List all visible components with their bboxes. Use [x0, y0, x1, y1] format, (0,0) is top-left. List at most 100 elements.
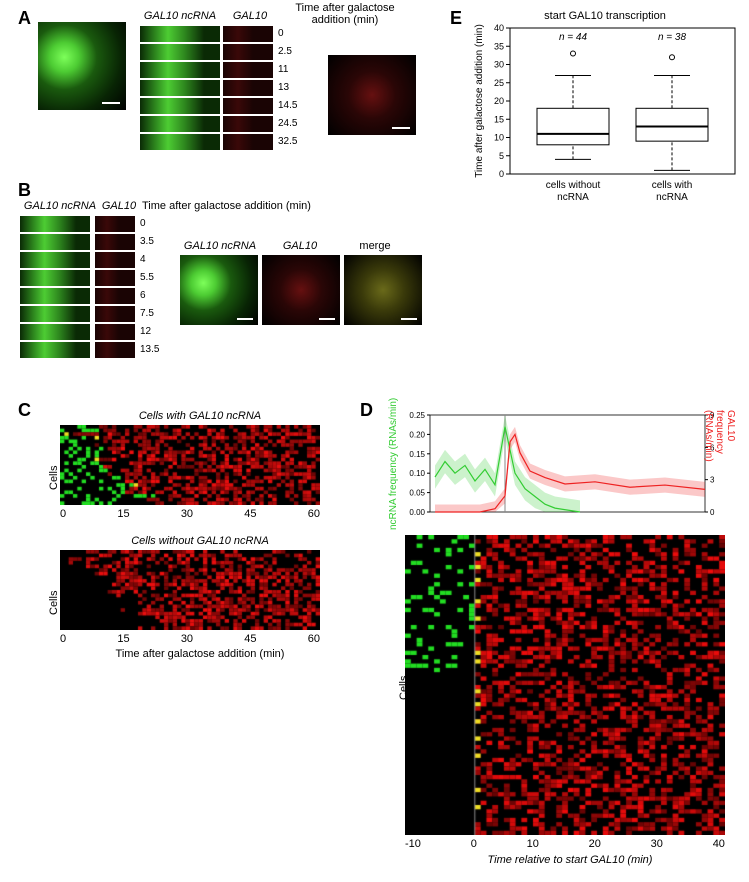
panel-c-xticks-2: 0 15 30 45 60 — [60, 633, 320, 645]
panel-e-label: E — [450, 8, 462, 29]
tick: 60 — [308, 508, 320, 520]
svg-text:0: 0 — [710, 508, 715, 517]
panel-d-heatmap — [405, 535, 725, 835]
panel-b-hdr-time: Time after galactose addition (min) — [142, 200, 342, 212]
svg-text:5: 5 — [499, 151, 504, 161]
tick: 15 — [117, 633, 129, 645]
scale-bar — [392, 127, 410, 129]
svg-text:0.00: 0.00 — [409, 508, 425, 517]
panel-c-label: C — [18, 400, 31, 421]
scale-bar — [237, 318, 253, 320]
svg-text:0.15: 0.15 — [409, 450, 425, 459]
panel-b-strips-green — [20, 215, 90, 359]
svg-text:25: 25 — [494, 78, 504, 88]
tick: 40 — [713, 838, 725, 850]
panel-a-strips-green — [140, 25, 220, 151]
panel-b-hdr-ncrna: GAL10 ncRNA — [20, 200, 100, 212]
svg-text:cells without: cells without — [546, 180, 601, 191]
panel-b-inset-hdr-gal10: GAL10 — [270, 240, 330, 252]
time-val: 12 — [140, 323, 159, 341]
panel-d-xlabel: Time relative to start GAL10 (min) — [440, 854, 700, 866]
panel-b-strips-red — [95, 215, 135, 359]
tick: 60 — [308, 633, 320, 645]
time-val: 11 — [278, 61, 297, 79]
panel-e-boxplot: 0510152025303540n = 44n = 38cells withou… — [470, 22, 740, 212]
panel-d-xticks: -10010203040 — [405, 838, 725, 850]
svg-text:0.25: 0.25 — [409, 411, 425, 420]
panel-a-label: A — [18, 8, 31, 29]
time-val: 5.5 — [140, 269, 159, 287]
panel-a-strips-red — [223, 25, 273, 151]
scale-bar — [319, 318, 335, 320]
time-val: 3.5 — [140, 233, 159, 251]
panel-e-title: start GAL10 transcription — [495, 10, 715, 22]
panel-c-ylabel-1: Cells — [48, 466, 60, 490]
panel-a-hdr-ncrna: GAL10 ncRNA — [140, 10, 220, 22]
panel-d-ylabel-left: ncRNA frequency (RNAs/min) — [388, 398, 399, 530]
panel-d-ylabel-heat: Cells — [398, 676, 410, 700]
svg-text:15: 15 — [494, 114, 504, 124]
tick: 45 — [244, 633, 256, 645]
time-val: 7.5 — [140, 305, 159, 323]
tick: -10 — [405, 838, 421, 850]
panel-b-inset-merge — [344, 255, 422, 325]
panel-b-timecol: 0 3.5 4 5.5 6 7.5 12 13.5 — [140, 215, 159, 359]
svg-text:0: 0 — [499, 169, 504, 179]
tick: 0 — [60, 508, 66, 520]
time-val: 13.5 — [140, 341, 159, 359]
time-val: 0 — [278, 25, 297, 43]
time-val: 6 — [140, 287, 159, 305]
svg-text:0.10: 0.10 — [409, 469, 425, 478]
svg-text:0.20: 0.20 — [409, 430, 425, 439]
time-val: 14.5 — [278, 97, 297, 115]
time-val: 0 — [140, 215, 159, 233]
panel-b-inset-green — [180, 255, 258, 325]
time-val: 2.5 — [278, 43, 297, 61]
panel-b-label: B — [18, 180, 31, 201]
svg-text:cells with: cells with — [652, 180, 693, 191]
panel-a-inset-red — [328, 55, 416, 135]
panel-c-xlabel: Time after galactose addition (min) — [90, 648, 310, 660]
time-val: 32.5 — [278, 133, 297, 151]
time-val: 13 — [278, 79, 297, 97]
panel-b-inset-red — [262, 255, 340, 325]
panel-d-label: D — [360, 400, 373, 421]
scale-bar — [102, 102, 120, 104]
tick: 0 — [471, 838, 477, 850]
panel-b-inset-hdr-merge: merge — [345, 240, 405, 252]
svg-text:30: 30 — [494, 60, 504, 70]
svg-text:n = 44: n = 44 — [559, 32, 588, 43]
panel-c-title-with-text: Cells with GAL10 ncRNA — [139, 410, 261, 422]
panel-d-line-chart: 0.000.050.100.150.200.250369 — [395, 410, 735, 530]
svg-text:ncRNA: ncRNA — [656, 192, 688, 203]
tick: 30 — [181, 508, 193, 520]
time-val: 4 — [140, 251, 159, 269]
svg-text:ncRNA: ncRNA — [557, 192, 589, 203]
tick: 10 — [527, 838, 539, 850]
svg-text:40: 40 — [494, 23, 504, 33]
panel-a-timecol: 0 2.5 11 13 14.5 24.5 32.5 — [278, 25, 297, 151]
svg-text:35: 35 — [494, 41, 504, 51]
panel-c-ylabel-2: Cells — [48, 591, 60, 615]
panel-c-heatmap-with — [60, 425, 320, 505]
panel-c-title-with: Cells with GAL10 ncRNA — [80, 410, 320, 422]
svg-text:20: 20 — [494, 96, 504, 106]
panel-d-ylabel-right: GAL10 frequency (RNAs/min) — [703, 410, 736, 462]
svg-text:Time after galactose addition: Time after galactose addition (min) — [474, 24, 485, 178]
panel-b-hdr-gal10: GAL10 — [98, 200, 140, 212]
tick: 30 — [181, 633, 193, 645]
svg-text:0.05: 0.05 — [409, 489, 425, 498]
tick: 20 — [589, 838, 601, 850]
panel-a-hdr-gal10: GAL10 — [225, 10, 275, 22]
tick: 15 — [117, 508, 129, 520]
panel-a-inset-green — [38, 22, 126, 110]
svg-text:n = 38: n = 38 — [658, 32, 687, 43]
svg-text:3: 3 — [710, 476, 715, 485]
panel-a-hdr-time: Time after galactose addition (min) — [280, 2, 410, 26]
tick: 0 — [60, 633, 66, 645]
panel-e-title-text: start GAL10 transcription — [544, 10, 666, 22]
panel-c-xticks-1: 015304560 — [60, 508, 320, 520]
panel-c-heatmap-without — [60, 550, 320, 630]
panel-b-inset-hdr-ncrna: GAL10 ncRNA — [180, 240, 260, 252]
time-val: 24.5 — [278, 115, 297, 133]
